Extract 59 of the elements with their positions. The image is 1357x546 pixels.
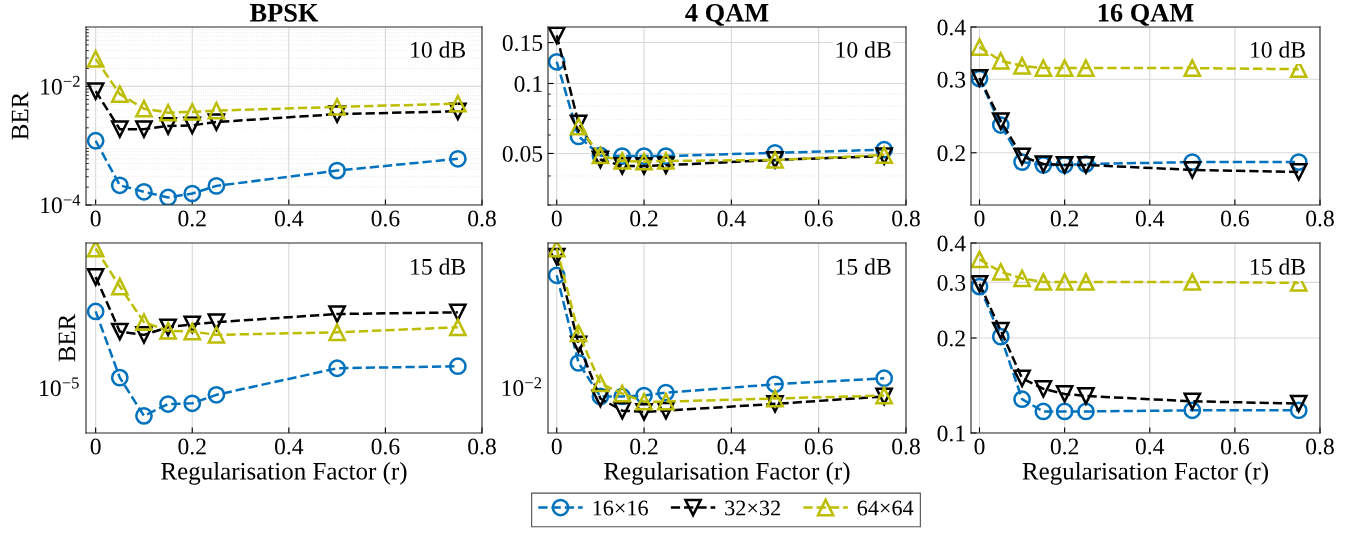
x-tick-label: 0 (90, 438, 101, 455)
x-tick-label: 0.4 (274, 210, 304, 227)
annotation: 10 dB (411, 41, 466, 58)
x-axis-title: Regularisation Factor (r) (604, 462, 850, 485)
x-tick-label: 0.2 (1050, 438, 1079, 455)
y-tick-label: 0.15 (502, 35, 543, 52)
x-axis-title: Regularisation Factor (r) (161, 462, 407, 485)
x-tick-label: 0.6 (1221, 438, 1249, 455)
y-tick-label: 0.1 (514, 75, 542, 93)
annotation: 10 dB (836, 41, 891, 58)
x-tick-label: 0 (974, 210, 985, 227)
text: 10$^{−5}$ (40, 377, 79, 397)
x-tick-label: 0.8 (892, 438, 920, 455)
y-tick-label: 0.3 (937, 71, 966, 88)
x-tick-label: 0.2 (178, 210, 206, 227)
legend-label: 64×64 (857, 500, 914, 516)
y-axis-title: BER (11, 91, 29, 140)
y-tick-label: 0.05 (502, 145, 543, 162)
x-axis-title: Regularisation Factor (r) (1022, 462, 1268, 485)
x-tick-label: 0.2 (178, 438, 206, 455)
x-tick-label: 0.2 (1050, 210, 1079, 227)
x-tick-label: 0.6 (804, 210, 833, 227)
y-tick-label: 0.4 (937, 19, 966, 36)
x-tick-label: 0.8 (1306, 438, 1334, 455)
x-tick-label: 0.6 (1221, 210, 1249, 227)
x-tick-label: 0.6 (804, 438, 833, 455)
y-tick-label: 0.3 (937, 274, 966, 291)
x-tick-label: 0 (551, 210, 562, 227)
y-tick-label: 0.4 (937, 235, 966, 252)
y-tick-label: 10$^{−4}$ (41, 194, 81, 214)
x-tick-label: 0.6 (371, 210, 400, 227)
legend-label: 16×16 (593, 500, 648, 516)
y-tick-label: 0.2 (937, 145, 965, 162)
annotation: 10 dB (1251, 41, 1305, 58)
legend-label: 32×32 (725, 500, 780, 516)
x-tick-label: 0.4 (1135, 438, 1165, 455)
x-tick-label: 0.4 (1135, 210, 1165, 227)
x-tick-label: 0 (974, 438, 985, 455)
x-tick-label: 0.8 (468, 210, 496, 227)
chart-title: 4 QAM (685, 3, 769, 26)
x-tick-label: 0.4 (717, 210, 746, 227)
x-tick-label: 0.2 (630, 210, 658, 227)
x-tick-label: 0.8 (468, 438, 496, 455)
x-tick-label: 0 (551, 438, 562, 455)
y-axis-title: BER (58, 313, 76, 362)
annotation: 15 dB (411, 258, 466, 275)
annotation: 15 dB (836, 258, 891, 275)
x-tick-label: 0.6 (371, 438, 400, 455)
x-tick-label: 0 (90, 210, 101, 227)
chart-title: BPSK (249, 3, 319, 22)
x-tick-label: 0.8 (1306, 210, 1334, 227)
annotation: 15 dB (1251, 258, 1305, 275)
y-tick-label: 0.2 (937, 330, 965, 347)
x-tick-label: 0.8 (892, 210, 920, 227)
x-tick-label: 0.2 (630, 438, 658, 455)
x-tick-label: 0.4 (274, 438, 304, 455)
y-tick-label: 0.1 (937, 425, 965, 442)
x-tick-label: 0.4 (717, 438, 746, 455)
chart-title: 16 QAM (1098, 3, 1194, 26)
